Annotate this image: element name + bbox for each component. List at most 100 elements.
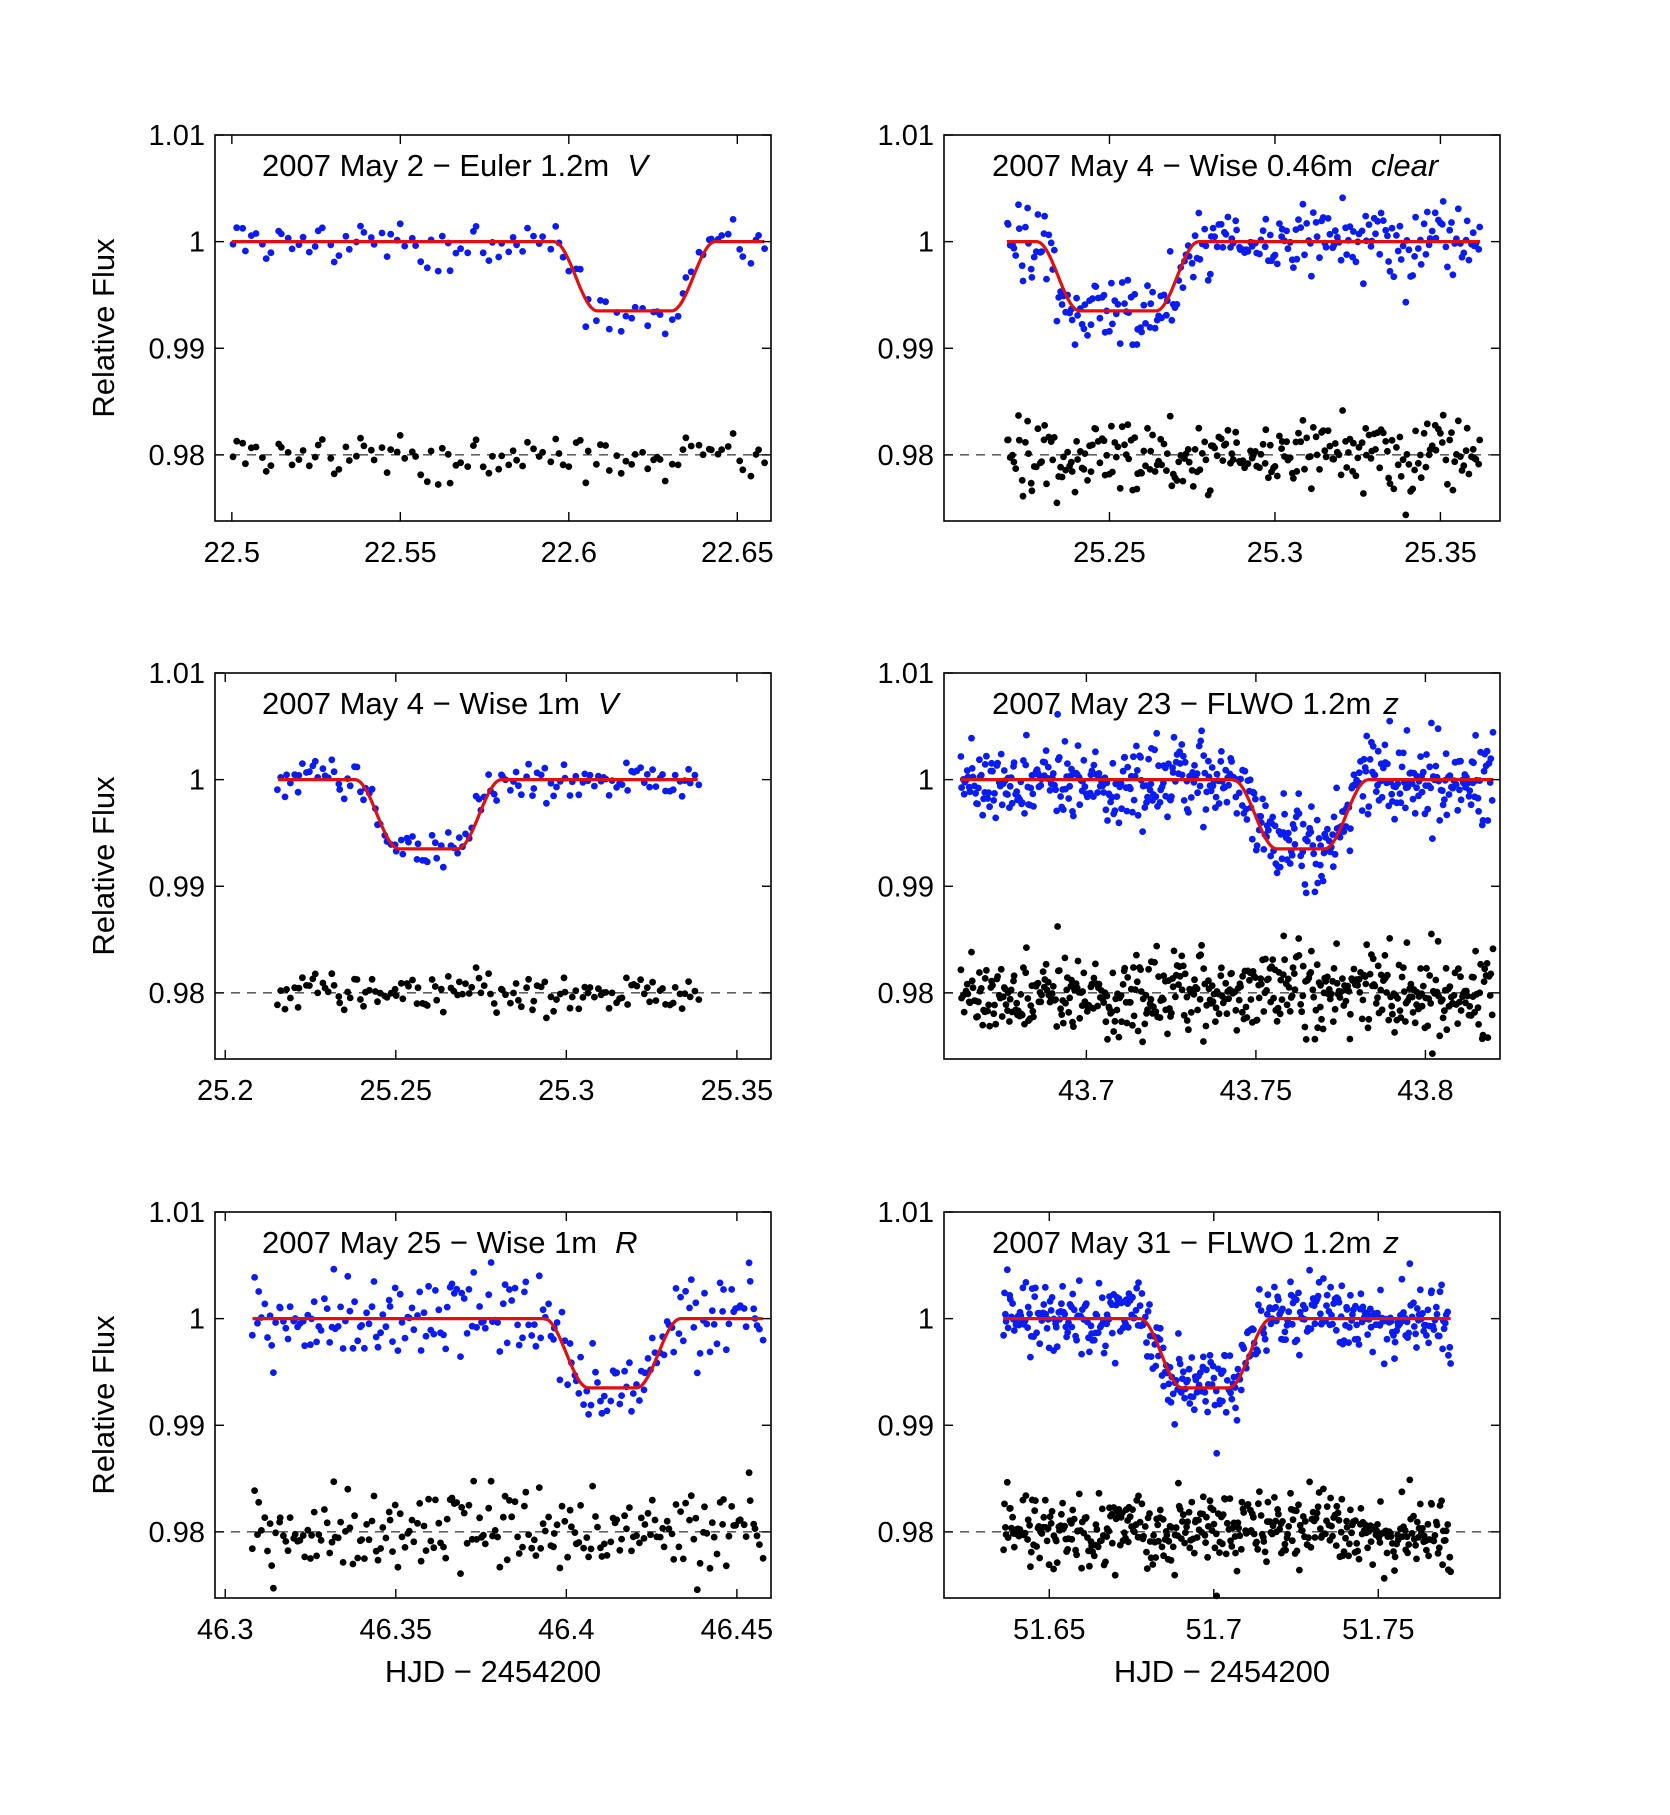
residual-point [1242, 1003, 1250, 1011]
residual-point [1142, 991, 1150, 999]
flux-point [470, 1269, 478, 1276]
residual-point [686, 1516, 693, 1524]
residual-point [1181, 1539, 1188, 1547]
residual-point [660, 1543, 668, 1551]
residual-points [229, 430, 768, 488]
residual-point [463, 1539, 471, 1547]
residual-point [305, 462, 313, 470]
flux-point [473, 1324, 480, 1331]
residual-point [1376, 1539, 1384, 1546]
residual-point [661, 477, 669, 485]
flux-point [1475, 807, 1482, 815]
axes-frame [943, 134, 1501, 522]
residual-point [659, 985, 666, 992]
flux-point [1374, 747, 1382, 755]
flux-point [1196, 782, 1204, 790]
flux-point [1200, 752, 1208, 759]
residual-point [1398, 973, 1406, 981]
residual-point [1127, 999, 1134, 1006]
flux-point [572, 772, 580, 780]
residual-point [1031, 1507, 1039, 1515]
residual-point [1145, 965, 1152, 973]
flux-point [539, 233, 546, 241]
residual-point [999, 993, 1007, 1001]
flux-point [740, 1305, 748, 1312]
residual-point [513, 456, 520, 464]
residual-point [1004, 1534, 1012, 1541]
residual-point [1324, 973, 1331, 981]
residual-point [1049, 456, 1057, 464]
flux-point [1339, 194, 1346, 202]
residual-point [668, 460, 676, 468]
residual-point [1238, 1008, 1246, 1016]
flux-point [507, 786, 514, 794]
y-tick-label: 0.99 [878, 333, 934, 365]
flux-point [1267, 852, 1275, 860]
residual-point [1121, 964, 1129, 972]
flux-point [605, 325, 613, 333]
flux-point [1303, 220, 1311, 227]
flux-point [1454, 205, 1462, 213]
flux-point [1262, 215, 1270, 223]
flux-point [1047, 239, 1055, 247]
y-tick-label: 0.99 [878, 1410, 934, 1442]
flux-point [349, 1344, 357, 1352]
flux-point [1130, 753, 1137, 761]
flux-point [330, 768, 338, 776]
flux-point [499, 1300, 507, 1308]
flux-point [1195, 742, 1203, 750]
flux-point [1087, 1322, 1095, 1330]
flux-point [1365, 803, 1373, 810]
flux-point [360, 796, 367, 804]
residual-point [1227, 1537, 1234, 1545]
y-tick-label: 1.01 [149, 658, 205, 690]
residual-point [537, 983, 545, 991]
residual-point [1206, 487, 1214, 494]
flux-point [537, 1334, 545, 1342]
residual-point [584, 989, 592, 997]
residual-point [1070, 1515, 1078, 1523]
residual-point [1285, 1523, 1293, 1530]
flux-point [1271, 1283, 1278, 1291]
residual-point [417, 1557, 425, 1565]
flux-point [1046, 787, 1054, 794]
residual-point [1333, 1502, 1341, 1510]
residual-point [1094, 1543, 1102, 1551]
residual-point [1010, 458, 1018, 466]
residual-point [1084, 477, 1091, 484]
residual-point [308, 1531, 315, 1539]
residual-point [1240, 1509, 1248, 1516]
flux-point [509, 234, 517, 241]
flux-point [1275, 1296, 1282, 1304]
flux-point [1138, 328, 1145, 336]
residual-point [427, 1537, 435, 1545]
flux-point [528, 1332, 536, 1339]
flux-point [1134, 811, 1142, 819]
residual-point [746, 1497, 754, 1504]
residual-point [1274, 1004, 1282, 1012]
residual-point [1102, 1558, 1109, 1566]
residual-point [1203, 1513, 1210, 1521]
flux-point [317, 1327, 325, 1334]
flux-point [1138, 1290, 1146, 1297]
flux-point [311, 757, 319, 765]
residual-point [968, 948, 975, 956]
residual-point [1276, 432, 1283, 440]
flux-point [1073, 1336, 1080, 1344]
residual-point [1070, 1023, 1077, 1030]
residual-point [346, 1524, 354, 1532]
flux-point [281, 793, 289, 801]
flux-point [1391, 1355, 1398, 1362]
residual-point [465, 1501, 473, 1509]
residual-point [1180, 1011, 1188, 1019]
residual-point [345, 457, 353, 464]
residual-point [1029, 1007, 1037, 1015]
residual-point [1307, 453, 1314, 460]
residual-point [379, 1524, 387, 1531]
residual-point [1244, 460, 1252, 468]
residual-point [1204, 1553, 1211, 1561]
residual-point [440, 1543, 447, 1551]
flux-point [1406, 1260, 1414, 1268]
residual-point [1293, 1547, 1301, 1555]
